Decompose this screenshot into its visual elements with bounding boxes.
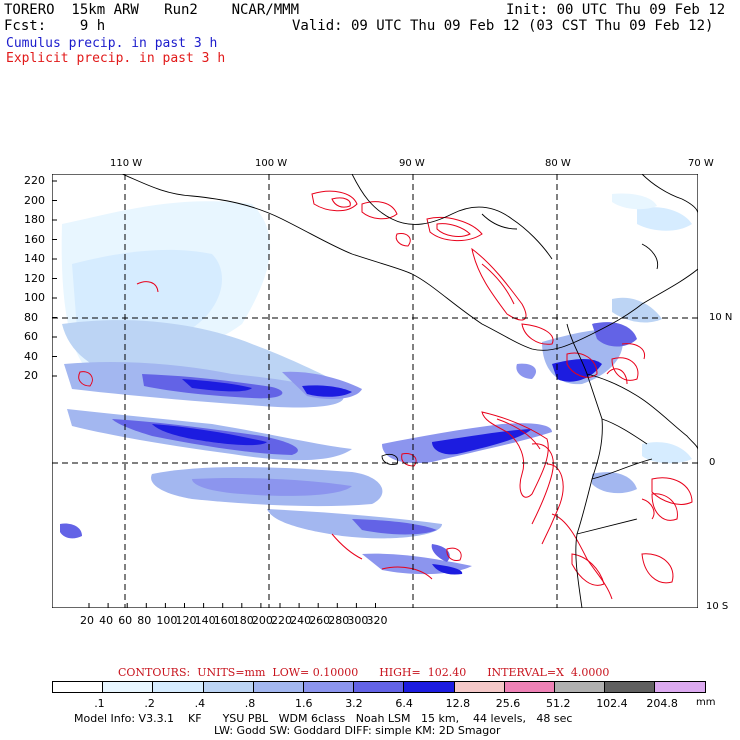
y-tick-label: 100 [24, 291, 45, 304]
colorbar-swatch [152, 681, 204, 693]
colorbar-label: .4 [194, 697, 206, 710]
colorbar-swatch [52, 681, 104, 693]
y-tick-label: 160 [24, 232, 45, 246]
y-tick-label: 40 [24, 349, 38, 363]
lat-label-10s: 10 S [706, 601, 729, 612]
model-title: TORERO 15km ARW Run2 NCAR/MMM [4, 2, 300, 18]
x-tick-label: 160 [213, 614, 235, 627]
precip-map [52, 174, 698, 608]
latlon-grid [52, 174, 698, 608]
model-info-line1: Model Info: V3.3.1 KF YSU PBL WDM 6class… [74, 712, 573, 725]
colorbar-swatch [503, 681, 555, 693]
lon-label-90w: 90 W [399, 158, 425, 169]
colorbar-swatch [654, 681, 706, 693]
colorbar-label: .8 [244, 697, 256, 710]
colorbar-swatch [202, 681, 254, 693]
colorbar-swatch [252, 681, 304, 693]
x-tick-label: 60 [118, 614, 133, 627]
colorbar-swatch [604, 681, 656, 693]
init-time: Init: 00 UTC Thu 09 Feb 12 [506, 2, 726, 18]
colorbar-label: 12.8 [445, 697, 471, 710]
colorbar-swatch [353, 681, 405, 693]
y-tick-label: 60 [24, 330, 38, 343]
lon-label-100w: 100 W [255, 158, 288, 169]
y-tick-label: 220 [24, 174, 45, 187]
lon-label-70w: 70 W [688, 158, 714, 169]
colorbar-unit: mm [696, 697, 716, 708]
x-tick-label: 220 [271, 614, 292, 627]
y-tick-label: 80 [24, 310, 38, 324]
model-info-line2: LW: Godd SW: Goddard DIFF: simple KM: 2D… [214, 724, 501, 737]
colorbar-swatch [403, 681, 455, 693]
colorbar-swatch [453, 681, 505, 693]
y-tick-label: 140 [24, 252, 45, 265]
contours-info: CONTOURS: UNITS=mm LOW= 0.10000 HIGH= 10… [118, 666, 610, 679]
colorbar-label: 204.8 [646, 697, 678, 710]
x-tick-label: 40 [99, 614, 114, 627]
colorbar-label: 102.4 [596, 697, 628, 710]
x-tick-label: 180 [232, 614, 254, 627]
colorbar-label: .2 [144, 697, 155, 710]
x-tick-label: 100 [156, 614, 178, 627]
colorbar-label: 51.2 [546, 697, 571, 710]
lon-label-80w: 80 W [545, 158, 571, 169]
x-tick-label: 120 [175, 614, 197, 627]
valid-time: Valid: 09 UTC Thu 09 Feb 12 (03 CST Thu … [292, 18, 714, 34]
colorbar-swatch [303, 681, 355, 693]
lat-label-0: 0 [709, 457, 716, 468]
x-tick-label: 20 [80, 614, 94, 627]
legend-explicit: Explicit precip. in past 3 h [6, 51, 226, 66]
colorbar-label: .1 [94, 697, 105, 710]
x-tick-label: 280 [328, 614, 350, 627]
colorbar-label: 3.2 [345, 697, 363, 710]
axis-tickmarks [52, 180, 376, 608]
colorbar-swatch [554, 681, 606, 693]
y-tick-label: 200 [24, 193, 45, 207]
x-tick-label: 140 [194, 614, 216, 627]
colorbar-label: 25.6 [495, 697, 521, 710]
x-tick-label: 300 [347, 614, 369, 627]
colorbar-swatch [102, 681, 154, 693]
x-tick-label: 200 [251, 614, 273, 627]
lat-label-10n: 10 N [709, 312, 733, 323]
y-tick-label: 180 [24, 213, 45, 226]
y-tick-label: 20 [24, 369, 38, 382]
explicit-precip-contours [78, 190, 693, 600]
colorbar-label: 6.4 [395, 697, 413, 710]
cumulus-precip-field [60, 193, 692, 575]
x-tick-label: 80 [137, 614, 152, 627]
x-tick-label: 320 [366, 614, 388, 627]
forecast-hour: Fcst: 9 h [4, 18, 106, 34]
x-tick-label: 260 [309, 614, 331, 627]
coastlines [121, 174, 698, 608]
colorbar-label: 1.6 [295, 697, 313, 710]
lon-label-110w: 110 W [110, 158, 143, 169]
legend-cumulus: Cumulus precip. in past 3 h [6, 36, 218, 51]
y-tick-label: 120 [24, 271, 45, 285]
x-tick-label: 240 [290, 614, 312, 627]
